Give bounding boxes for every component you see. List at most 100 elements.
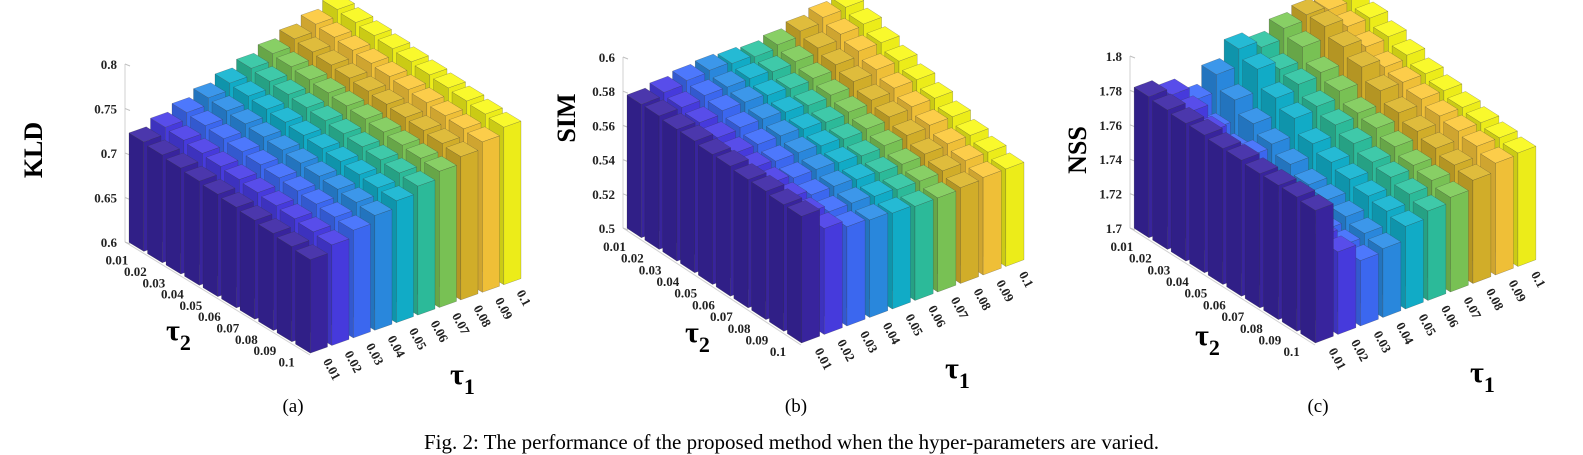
bar-top-face xyxy=(1283,68,1317,85)
bar-top-face xyxy=(340,7,374,23)
tau1-tick-label: 0.01 xyxy=(1326,345,1350,372)
bar-top-face xyxy=(214,67,248,84)
tau2-tick-label: 0.02 xyxy=(621,251,644,266)
bar-left-face xyxy=(626,94,642,239)
bar-top-face xyxy=(1297,127,1332,145)
bar-left-face xyxy=(662,119,678,262)
z-tick-mark xyxy=(1129,227,1136,231)
bar-top-face xyxy=(937,100,972,118)
bar-front-face xyxy=(846,219,866,327)
bar-top-face xyxy=(1201,58,1235,75)
bar-top-face xyxy=(239,205,273,221)
bar-top-face xyxy=(208,123,242,139)
bar-top-face xyxy=(1305,56,1340,73)
tau2-tick-label: 0.04 xyxy=(161,287,184,302)
z-tick-mark xyxy=(124,63,131,67)
bar-top-face xyxy=(150,111,183,128)
bar-top-face xyxy=(859,179,894,197)
bar-top-face xyxy=(905,164,939,182)
bar-top-face xyxy=(945,171,980,188)
bar-top-face xyxy=(740,40,774,57)
bar-top-face xyxy=(838,65,873,82)
bar-front-face xyxy=(396,194,414,323)
bar-left-face xyxy=(1226,150,1242,297)
bar-top-face xyxy=(793,89,827,106)
bar-top-face xyxy=(1189,118,1223,136)
bar-top-face xyxy=(694,53,729,71)
bar-top-face xyxy=(384,157,417,174)
bar-tau1-0.01-tau2-0.1 xyxy=(786,200,821,344)
bar-top-face xyxy=(1375,160,1410,178)
z-tick-label: 0.65 xyxy=(94,191,117,206)
bar-top-face xyxy=(1226,143,1260,161)
bar-top-face xyxy=(224,164,257,180)
bar-top-face xyxy=(897,90,931,108)
tau1-tick-label: 0.03 xyxy=(1371,328,1395,356)
bar-top-face xyxy=(991,152,1025,170)
bar-top-face xyxy=(171,97,205,113)
bar-top-face xyxy=(821,48,855,66)
bar-top-face xyxy=(1361,111,1395,129)
bar-top-face xyxy=(1324,74,1358,92)
bar-top-face xyxy=(451,85,485,102)
bar-top-face xyxy=(254,66,288,82)
bar-top-face xyxy=(488,111,522,128)
tau2-axis-title: τ2 xyxy=(1195,319,1220,360)
bar-front-face xyxy=(460,150,479,301)
bar-top-face xyxy=(684,106,719,123)
bar-top-face xyxy=(735,62,769,79)
tau2-tick-label: 0.02 xyxy=(124,264,147,279)
z-tick-label: 0.75 xyxy=(94,102,117,117)
bar-top-face xyxy=(1379,130,1414,148)
bar-top-face xyxy=(295,244,328,260)
bar-top-face xyxy=(319,21,352,38)
bar-front-face xyxy=(914,199,934,301)
bar-top-face xyxy=(365,144,399,161)
bar-top-face xyxy=(1447,91,1481,108)
tau1-tick-label: 0.03 xyxy=(363,340,387,368)
bar-top-face xyxy=(1293,168,1328,185)
z-tick-label: 1.74 xyxy=(1099,152,1122,167)
bar-left-face xyxy=(221,197,237,309)
bar-top-face xyxy=(902,63,936,80)
bar-top-face xyxy=(798,62,832,79)
bar-top-face xyxy=(811,105,845,123)
bar-top-face xyxy=(338,214,371,231)
z-tick-label: 0.7 xyxy=(101,146,118,161)
bar-top-face xyxy=(848,7,883,25)
bar-top-face xyxy=(1219,83,1254,101)
bar-left-face xyxy=(1170,113,1187,262)
bar-front-face xyxy=(503,120,522,285)
bar-top-face xyxy=(257,38,291,54)
tau2-tick-label: 0.06 xyxy=(198,309,221,324)
subfigure-label-b: (b) xyxy=(784,396,808,417)
tau2-tick-label: 0.07 xyxy=(1222,309,1245,324)
bar-top-face xyxy=(251,93,285,110)
bar-top-face xyxy=(1398,148,1432,166)
bar-top-face xyxy=(1410,57,1444,75)
bar-top-face xyxy=(1480,146,1514,164)
bar-top-face xyxy=(1465,106,1500,123)
bar-top-face xyxy=(1387,65,1422,83)
bar-top-face xyxy=(1244,157,1279,174)
bar-top-face xyxy=(816,78,850,96)
bar-top-face xyxy=(448,113,482,130)
bar-front-face xyxy=(1337,244,1357,335)
bar-left-face xyxy=(128,132,145,252)
bar-top-face xyxy=(919,81,954,99)
bar-top-face xyxy=(1346,50,1381,68)
bar-left-face xyxy=(751,181,767,320)
bar-top-face xyxy=(626,87,660,105)
bar-top-face xyxy=(168,124,202,141)
bar-top-face xyxy=(325,146,359,162)
tau1-tick-label: 0.06 xyxy=(1438,303,1462,331)
tau1-tick-label: 0.09 xyxy=(993,277,1017,305)
bar-top-face xyxy=(1300,194,1334,211)
bar-top-face xyxy=(1484,121,1518,139)
tau1-tick-label: 0.07 xyxy=(1461,294,1485,322)
tau1-tick-label: 0.07 xyxy=(948,294,972,322)
bar-top-face xyxy=(649,75,683,93)
bar-left-face xyxy=(1263,175,1279,320)
bar-front-face xyxy=(1517,145,1537,267)
bar-top-face xyxy=(427,128,460,144)
